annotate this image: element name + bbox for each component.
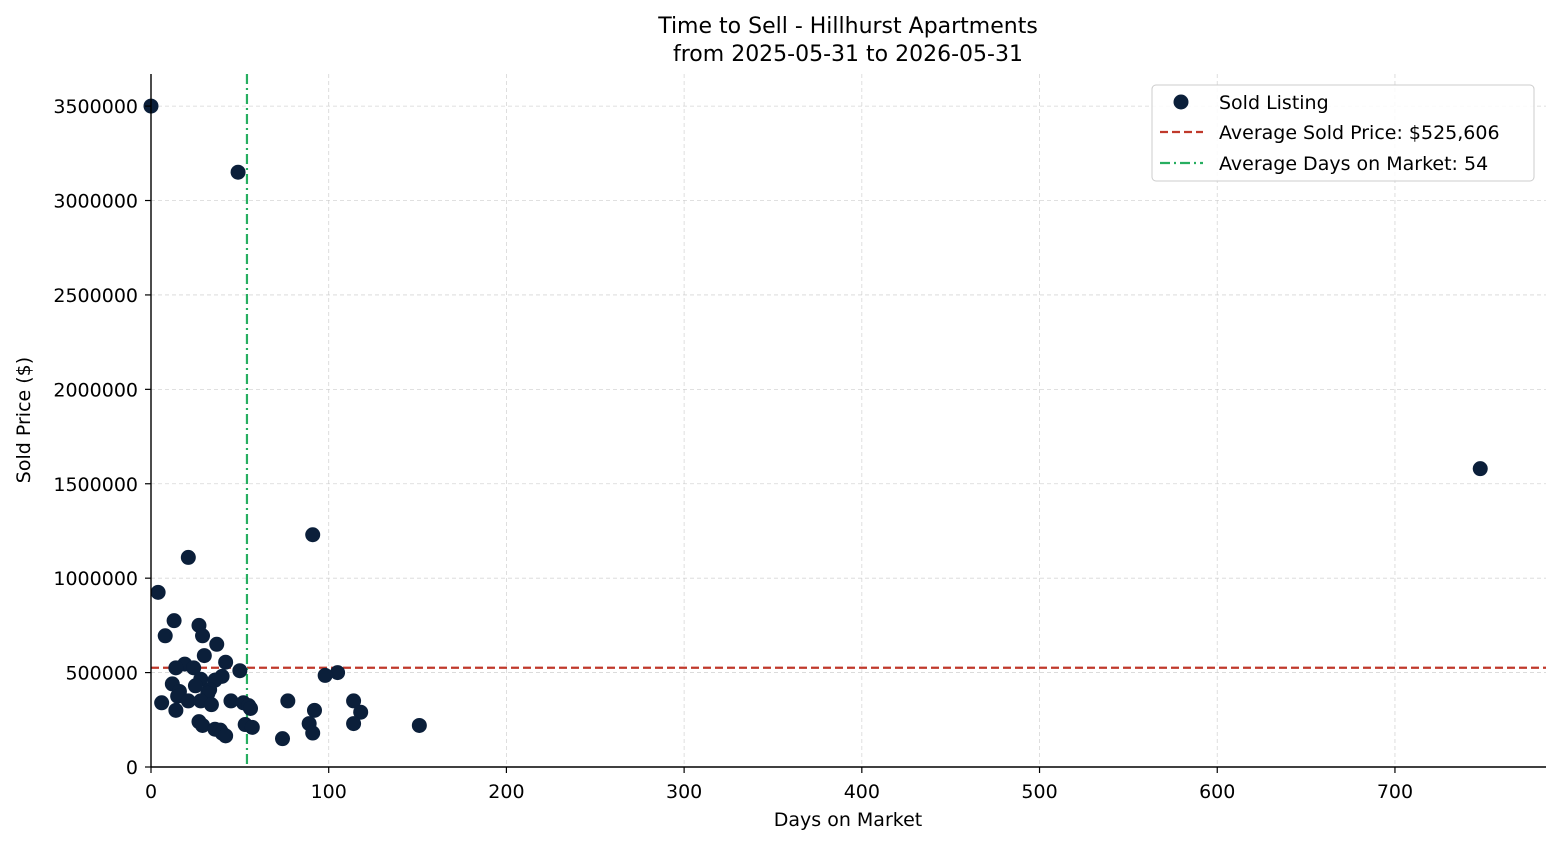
data-point <box>346 693 362 709</box>
data-point <box>218 728 234 744</box>
y-tick-label: 1000000 <box>53 568 138 590</box>
y-axis-label: Sold Price ($) <box>13 357 35 483</box>
y-tick-label: 3500000 <box>53 96 138 118</box>
legend-entry-avg-days: Average Days on Market: 54 <box>1219 153 1488 175</box>
data-point <box>243 700 259 716</box>
x-tick-label: 600 <box>1199 781 1235 803</box>
data-point <box>154 695 170 711</box>
data-point <box>203 697 219 713</box>
data-point <box>353 704 369 720</box>
data-point <box>180 549 196 565</box>
x-tick-label: 700 <box>1377 781 1413 803</box>
data-point <box>275 731 291 747</box>
data-point <box>209 636 225 652</box>
legend-entry-avg-price: Average Sold Price: $525,606 <box>1219 122 1500 144</box>
y-tick-label: 2000000 <box>53 379 138 401</box>
legend-point-marker <box>1173 94 1189 110</box>
data-point <box>244 719 260 735</box>
data-point <box>168 660 184 676</box>
reference-lines-layer <box>151 74 1546 767</box>
data-point <box>305 725 321 741</box>
x-tick-label: 500 <box>1021 781 1057 803</box>
data-point <box>223 693 239 709</box>
x-tick-label: 100 <box>311 781 347 803</box>
data-point <box>196 648 212 664</box>
data-point <box>306 702 322 718</box>
data-point <box>186 660 202 676</box>
data-point <box>195 628 211 644</box>
legend-entry-sold-listing: Sold Listing <box>1219 92 1329 114</box>
y-tick-label: 2500000 <box>53 285 138 307</box>
data-point <box>232 663 248 679</box>
data-point <box>180 693 196 709</box>
data-point <box>166 613 182 629</box>
data-point <box>168 702 184 718</box>
data-point <box>411 717 427 733</box>
data-point <box>317 667 333 683</box>
x-axis-label: Days on Market <box>774 809 922 831</box>
data-point <box>230 164 246 180</box>
x-tick-label: 400 <box>844 781 880 803</box>
x-tick-label: 0 <box>145 781 157 803</box>
legend: Sold Listing Average Sold Price: $525,60… <box>1151 84 1535 182</box>
data-point <box>330 665 346 681</box>
data-point <box>346 716 362 732</box>
data-point <box>280 693 296 709</box>
data-point <box>1472 461 1488 477</box>
y-tick-label: 0 <box>126 757 138 779</box>
chart-title: Time to Sell - Hillhurst Apartments <box>657 14 1038 39</box>
tick-layer: 0 100 200 300 400 500 600 700 0 500000 1000000 1500… <box>53 96 1413 803</box>
points-layer <box>143 98 1488 747</box>
data-point <box>305 527 321 543</box>
legend-box <box>1151 84 1535 182</box>
data-point <box>150 584 166 600</box>
x-tick-label: 300 <box>666 781 702 803</box>
data-point <box>218 654 234 670</box>
data-point <box>157 628 173 644</box>
data-point <box>195 717 211 733</box>
data-point <box>187 678 203 694</box>
y-tick-label: 1500000 <box>53 474 138 496</box>
x-tick-label: 200 <box>488 781 524 803</box>
y-tick-label: 500000 <box>65 663 138 685</box>
y-tick-label: 3000000 <box>53 191 138 213</box>
chart-subtitle: from 2025-05-31 to 2026-05-31 <box>673 42 1023 67</box>
